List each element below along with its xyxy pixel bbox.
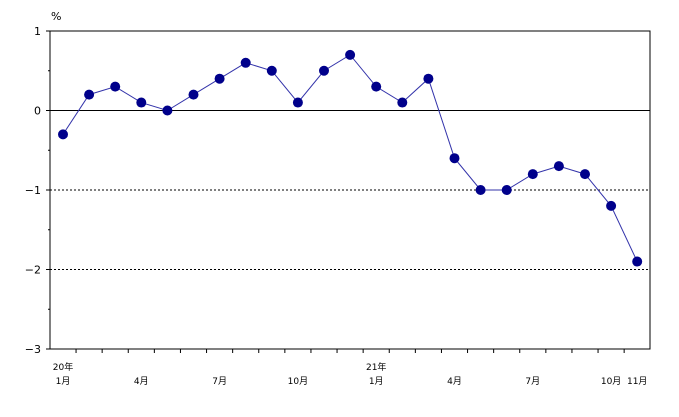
x-month-label: 7月 [525,376,540,387]
x-month-label: 11月 [627,376,647,387]
data-point [110,81,121,92]
data-point [188,89,199,100]
data-point [553,161,564,172]
data-point [475,185,486,195]
data-point [632,256,643,267]
data-point [266,65,277,76]
y-tick-label: 1 [34,25,41,38]
reference-lines [50,110,650,270]
data-point [527,169,538,180]
x-month-label: 1月 [56,376,71,387]
x-month-label: 7月 [212,376,227,387]
data-point [58,129,68,140]
x-month-label: 1月 [369,376,384,387]
data-point [371,81,382,92]
x-month-label: 10月 [601,376,621,387]
data-point [423,73,434,84]
data-point [501,185,512,195]
data-point [449,153,460,164]
series-line [62,54,638,262]
y-tick-label: −2 [25,264,41,277]
data-point [136,97,147,108]
data-point [397,97,408,108]
data-point [319,65,329,76]
y-axis-unit-label: % [51,10,61,23]
data-point [606,200,617,211]
data-point [214,73,225,84]
data-point [162,105,173,116]
data-point [580,169,590,180]
data-point [292,97,303,108]
x-year-label: 21年 [366,361,386,373]
data-point [345,49,356,60]
x-month-label: 4月 [134,376,149,387]
y-axis: 1 0 −1 −2 −3 [25,25,50,356]
series-layer [58,49,643,267]
x-month-label: 10月 [288,376,308,387]
y-tick-label: −3 [25,343,41,356]
x-axis: 20年 1月 4月 7月 10月 21年 1月 4月 7月 10月 11月 [53,349,647,387]
x-year-label: 20年 [53,361,73,373]
data-point [240,57,251,68]
y-tick-label: 0 [34,105,41,118]
x-month-label: 4月 [447,376,462,387]
data-point [84,89,95,100]
y-tick-label: −1 [25,184,41,197]
